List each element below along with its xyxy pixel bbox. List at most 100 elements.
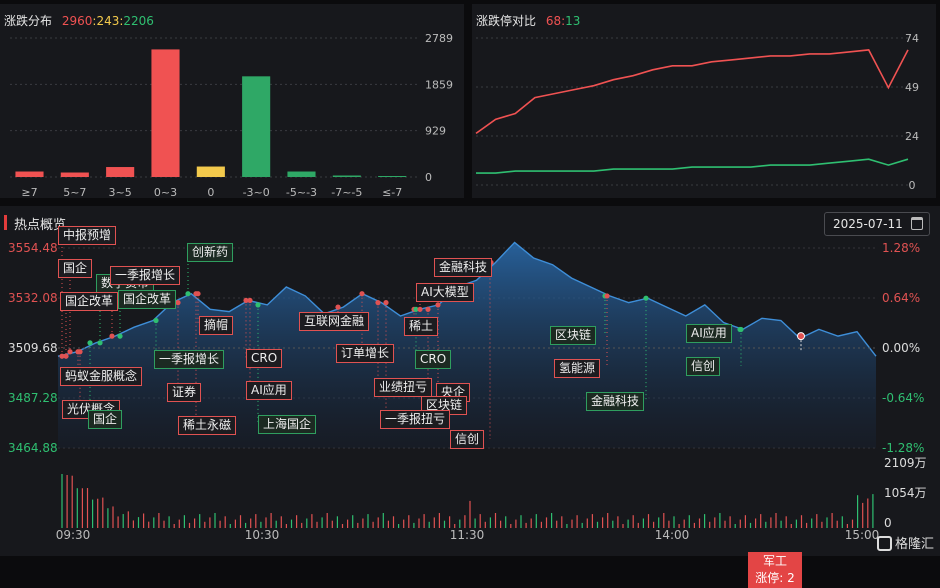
bar xyxy=(196,166,225,177)
percent-tick-label: -0.64% xyxy=(882,391,924,405)
hotspot-tag[interactable]: 中报预增 xyxy=(58,226,117,245)
event-dot xyxy=(383,300,389,306)
time-tick-label: 14:00 xyxy=(655,528,690,542)
y-tick-label: 929 xyxy=(425,125,446,138)
hotspot-tag[interactable]: 上海国企 xyxy=(258,415,317,434)
distribution-title-row: 涨跌分布 2960:243:2206 xyxy=(4,12,154,29)
event-dot xyxy=(59,353,65,359)
x-tick-label: -3~0 xyxy=(243,186,270,198)
hotspot-tag[interactable]: CRO xyxy=(415,350,452,369)
y-tick-label: 74 xyxy=(905,32,919,45)
event-dot xyxy=(375,300,381,306)
date-picker[interactable]: 2025-07-11 xyxy=(824,212,930,236)
hotspot-tag[interactable]: 蚂蚁金服概念 xyxy=(60,367,143,386)
x-tick-label: ≤-7 xyxy=(382,186,402,198)
limit-separator: : xyxy=(561,14,566,28)
event-dot xyxy=(417,306,423,312)
hotspot-tag[interactable]: 金融科技 xyxy=(434,258,493,277)
time-tick-label: 15:00 xyxy=(845,528,880,542)
y-tick-label: 24 xyxy=(905,130,919,143)
y-tick-label: 1859 xyxy=(425,78,453,91)
percent-tick-label: 1.28% xyxy=(882,241,920,255)
event-dot xyxy=(425,306,431,312)
callout-dot xyxy=(797,332,805,341)
up-count: 2960 xyxy=(61,14,93,28)
limit-title: 涨跌停对比 xyxy=(476,14,537,28)
hotspot-tag[interactable]: 一季报增长 xyxy=(154,350,225,369)
x-tick-label: 0~3 xyxy=(154,186,177,198)
hotspot-tag[interactable]: 国企 xyxy=(58,259,93,278)
hotspot-tag[interactable]: AI大模型 xyxy=(416,283,474,302)
hotspot-tag[interactable]: AI应用 xyxy=(246,381,292,400)
logo-icon xyxy=(876,536,892,551)
hotspot-tag[interactable]: 互联网金融 xyxy=(299,312,370,331)
hotspot-tag[interactable]: CRO xyxy=(246,349,283,368)
price-tick-label: 3464.88 xyxy=(8,441,58,455)
percent-tick-label: 0.00% xyxy=(882,341,920,355)
event-dot xyxy=(255,302,261,308)
event-dot xyxy=(335,304,341,310)
hotspot-tag[interactable]: 稀土永磁 xyxy=(178,416,237,435)
event-dot xyxy=(117,333,123,339)
price-tick-label: 3532.08 xyxy=(8,291,58,305)
hotspot-tag[interactable]: 光伏概念 xyxy=(62,400,121,419)
event-dot xyxy=(87,340,93,346)
x-tick-label: 0 xyxy=(207,186,214,198)
x-tick-label: 5~7 xyxy=(63,186,86,198)
x-tick-label: -5~-3 xyxy=(286,186,317,198)
event-dot xyxy=(435,302,441,308)
y-tick-label: 2789 xyxy=(425,32,453,45)
hotspot-tag[interactable]: 一季报扭亏 xyxy=(380,410,451,429)
callout-value: 涨停: 2 xyxy=(755,571,795,585)
hotspot-tag[interactable]: 信创 xyxy=(450,430,485,449)
down-count: 2206 xyxy=(123,14,154,28)
series-line xyxy=(475,49,909,135)
hotspot-tag[interactable]: 区块链 xyxy=(550,326,597,345)
event-dot xyxy=(77,349,83,355)
limit-up-count: 68 xyxy=(545,14,562,28)
bar xyxy=(287,171,316,177)
hotspot-tag[interactable]: AI应用 xyxy=(686,324,732,343)
bar xyxy=(60,172,89,177)
bar xyxy=(151,49,180,177)
hotspot-tag[interactable]: 国企改革 xyxy=(118,290,177,309)
time-tick-label: 11:30 xyxy=(450,528,485,542)
y-tick-label: 49 xyxy=(905,81,919,94)
hotspot-tag[interactable]: 一季报增长 xyxy=(110,266,181,285)
hotspot-title: 热点概览 xyxy=(14,218,67,233)
hotspot-tag[interactable]: 氢能源 xyxy=(554,359,601,378)
hotspot-tag[interactable]: 业绩扭亏 xyxy=(374,378,433,397)
event-dot xyxy=(175,300,181,306)
event-dot xyxy=(604,293,610,299)
hotspot-tag[interactable]: 稀土 xyxy=(404,317,439,336)
date-value: 2025-07-11 xyxy=(833,217,903,231)
event-dot xyxy=(413,306,419,312)
hotspot-tag[interactable]: 创新药 xyxy=(187,243,234,262)
hotspot-tag[interactable]: 证券 xyxy=(167,383,202,402)
event-dot xyxy=(247,297,253,304)
hotspot-overview-panel: 热点概览 2025-07-11 3554.48 1.28% 3532.08 0.64%… xyxy=(0,206,940,588)
event-dot xyxy=(153,317,159,324)
hotspot-tag[interactable]: 国企改革 xyxy=(60,292,119,311)
count-separator: : xyxy=(119,14,124,28)
event-dot xyxy=(193,291,199,297)
event-dot xyxy=(97,340,103,346)
calendar-icon[interactable] xyxy=(911,217,923,230)
limit-comparison-panel: 涨跌停对比 68:13 74 49 24 0 xyxy=(472,4,936,198)
bar xyxy=(106,167,135,177)
hotspot-tag[interactable]: 国企 xyxy=(88,410,123,429)
bar xyxy=(332,175,361,177)
limit-title-row: 涨跌停对比 68:13 xyxy=(476,12,580,29)
event-dot xyxy=(643,295,649,301)
y-tick-label: 0 xyxy=(909,179,916,192)
bar xyxy=(15,171,44,177)
distribution-title: 涨跌分布 xyxy=(4,14,53,28)
hotspot-tag[interactable]: 摘帽 xyxy=(199,316,234,335)
title-accent-bar xyxy=(4,215,7,230)
hotspot-tag[interactable]: 信创 xyxy=(686,357,721,376)
event-dot xyxy=(67,349,73,355)
x-tick-label: ≥7 xyxy=(21,186,37,198)
hotspot-tag[interactable]: 订单增长 xyxy=(336,344,395,363)
hotspot-tag[interactable]: 金融科技 xyxy=(586,392,645,411)
x-tick-label: 3~5 xyxy=(109,186,132,198)
